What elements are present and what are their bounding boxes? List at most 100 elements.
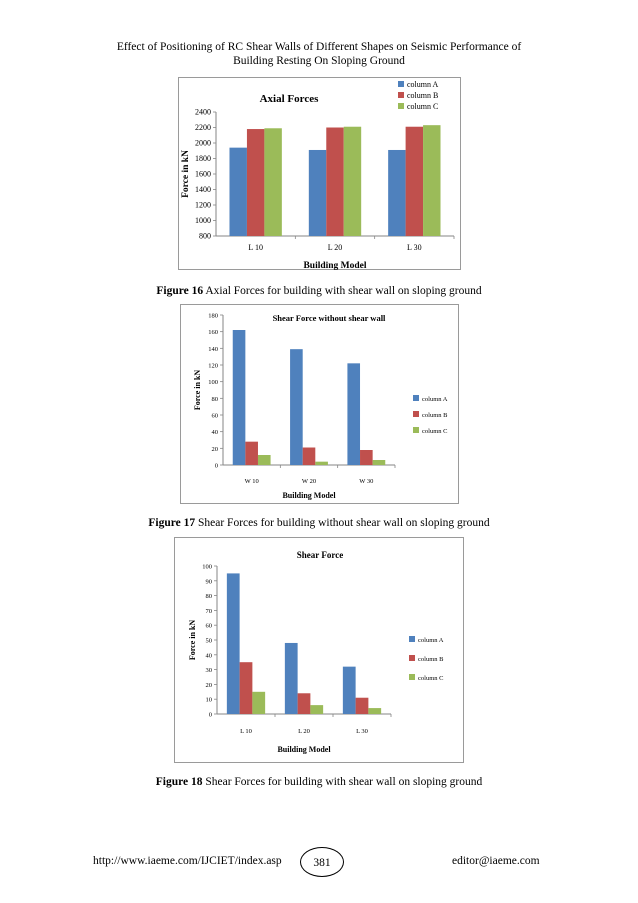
y-tick-label: 60 (206, 623, 213, 630)
bar-column-a (226, 573, 240, 714)
y-tick-label: 0 (209, 712, 212, 719)
y-tick-label: 180 (208, 313, 218, 320)
legend-entry: column B (418, 656, 444, 663)
header-line-2: Building Resting On Sloping Ground (233, 55, 405, 67)
legend-swatch (398, 81, 404, 87)
x-category-label: W 20 (302, 478, 316, 485)
page-footer: http://www.iaeme.com/IJCIET/index.asp 38… (0, 847, 638, 877)
y-tick-label: 2000 (195, 139, 211, 148)
x-category-label: L 30 (356, 728, 368, 735)
y-tick-label: 100 (202, 564, 212, 571)
shear-force-without-wall-chart: 0 20 40 60 80 100 120 140 160 180 W 10 W 20 W 30 Shea… (180, 304, 459, 504)
bar-column-c (252, 691, 266, 714)
y-tick-label: 160 (208, 329, 218, 336)
bar-column-b (360, 450, 373, 465)
legend-swatch (398, 103, 404, 109)
x-category-label: L 10 (240, 728, 252, 735)
legend-swatch (413, 427, 419, 433)
bar-column-c (310, 705, 324, 714)
legend-swatch (398, 92, 404, 98)
y-tick-label: 20 (206, 682, 213, 689)
y-tick-label: 50 (206, 638, 213, 645)
y-tick-label: 80 (206, 593, 213, 600)
y-tick-label: 30 (206, 667, 213, 674)
y-tick-label: 1800 (195, 154, 211, 163)
bar-column-a (232, 330, 246, 465)
figure-17-caption: Figure 17 Shear Forces for building with… (0, 517, 638, 529)
legend-swatch (409, 636, 415, 642)
bar-column-a (342, 666, 356, 714)
y-axis-label: Force in kN (188, 620, 197, 661)
bar-column-b (245, 441, 258, 465)
legend-swatch (409, 655, 415, 661)
bar-column-a (290, 349, 303, 465)
legend-entry: column C (418, 675, 443, 682)
figure-16-text: Axial Forces for building with shear wal… (203, 285, 482, 297)
y-tick-label: 1000 (195, 216, 211, 225)
x-axis-label: Building Model (277, 745, 331, 754)
bar-column-b (297, 693, 311, 714)
legend-swatch (413, 411, 419, 417)
y-tick-label: 1600 (195, 170, 211, 179)
bar-column-b (405, 126, 424, 236)
bar-column-b (355, 697, 369, 714)
y-tick-label: 70 (206, 608, 213, 615)
x-category-label: L 10 (248, 243, 263, 252)
header-line-1: Effect of Positioning of RC Shear Walls … (116, 41, 522, 53)
page-number: 381 (300, 847, 344, 877)
x-category-label: W 30 (359, 478, 373, 485)
y-tick-label: 1200 (195, 201, 211, 210)
axial-forces-chart: 800 1000 1200 1400 1600 1800 2000 2200 2400 L 10 L… (178, 77, 461, 271)
x-axis-label: Building Model (282, 491, 336, 500)
bar-column-a (388, 149, 406, 236)
bar-column-c (372, 460, 386, 465)
y-tick-label: 100 (208, 379, 218, 386)
y-tick-label: 40 (212, 429, 219, 436)
y-tick-label: 800 (199, 232, 211, 241)
y-tick-label: 120 (208, 363, 218, 370)
bar-column-c (264, 128, 282, 236)
bar-column-a (229, 147, 247, 236)
figure-18-caption: Figure 18 Shear Forces for building with… (0, 776, 638, 788)
figure-18-label: Figure 18 (155, 776, 203, 788)
bar-column-b (326, 127, 344, 236)
y-tick-label: 0 (215, 463, 218, 470)
y-tick-label: 90 (206, 578, 213, 585)
legend-entry: column C (422, 428, 447, 435)
x-category-label: L 30 (407, 243, 422, 252)
bar-column-a (308, 149, 327, 236)
figure-16-label: Figure 16 (156, 285, 204, 297)
shear-force-chart-svg: 0 10 20 30 40 50 60 70 80 90 100 L 10 L 20 L 30 Shear … (188, 550, 444, 754)
legend-swatch (409, 674, 415, 680)
y-tick-label: 2400 (195, 108, 211, 117)
y-tick-label: 10 (206, 697, 213, 704)
y-tick-label: 40 (206, 652, 213, 659)
bar-column-c (257, 455, 271, 465)
y-tick-label: 80 (212, 396, 219, 403)
y-tick-label: 60 (212, 413, 219, 420)
legend-entry: column A (422, 396, 448, 403)
bar-column-c (368, 708, 382, 714)
legend-entry: column B (422, 412, 448, 419)
y-tick-label: 20 (212, 446, 219, 453)
footer-email[interactable]: editor@iaeme.com (452, 855, 540, 867)
axial-forces-chart-svg: 800 1000 1200 1400 1600 1800 2000 2200 2400 L 10 L… (181, 80, 455, 271)
chart-title: Shear Force (297, 550, 343, 560)
running-header: Effect of Positioning of RC Shear Walls … (0, 40, 638, 68)
legend-entry: column A (407, 80, 439, 89)
x-axis-label: Building Model (303, 261, 366, 271)
figure-17-label: Figure 17 (148, 517, 196, 529)
bar-column-c (315, 461, 328, 465)
figure-16-caption: Figure 16 Axial Forces for building with… (0, 285, 638, 297)
figure-18-text: Shear Forces for building with shear wal… (202, 776, 483, 788)
bar-column-c (423, 125, 441, 236)
y-tick-label: 1400 (195, 185, 211, 194)
bar-column-c (343, 126, 362, 236)
x-category-label: L 20 (298, 728, 310, 735)
bar-column-a (284, 642, 298, 714)
figure-17-text: Shear Forces for building without shear … (195, 517, 490, 529)
legend-entry: column B (407, 91, 438, 100)
y-axis-label: Force in kN (193, 370, 202, 411)
footer-url[interactable]: http://www.iaeme.com/IJCIET/index.asp (93, 855, 282, 867)
y-axis-label: Force in kN (181, 150, 191, 198)
